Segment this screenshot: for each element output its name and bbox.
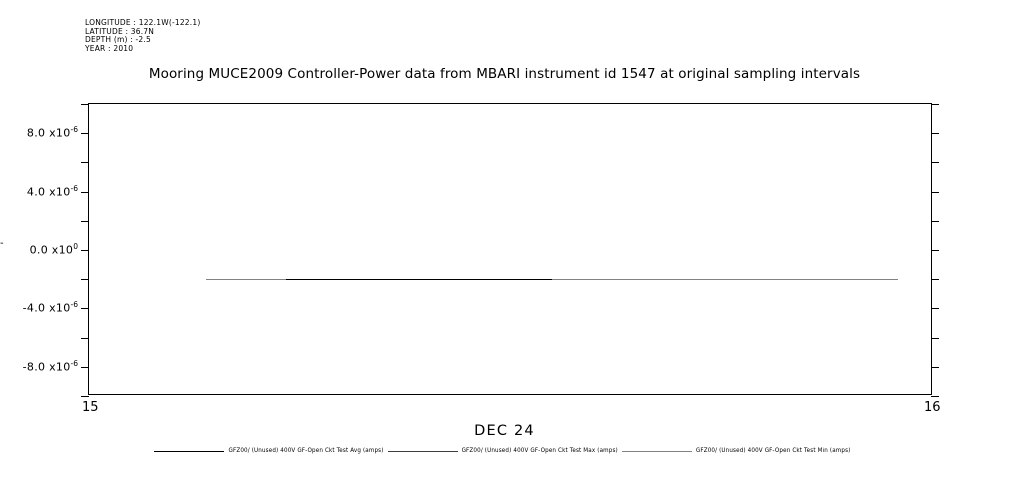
y-axis-tick-right <box>931 308 939 310</box>
x-axis-title: DEC 24 <box>474 423 535 439</box>
x-axis-tick-left: 15 <box>82 400 99 415</box>
y-axis-tick-left <box>81 396 89 397</box>
y-axis-tick-left <box>81 162 89 164</box>
chart-title: Mooring MUCE2009 Controller-Power data f… <box>148 66 861 82</box>
y-axis-tick-label: 0.0 x100 <box>29 241 78 257</box>
legend-max[interactable]: GFZ00/ (Unused) 400V GF-Open Ckt Test Ma… <box>387 447 622 455</box>
y-axis-tick-right <box>931 279 939 281</box>
y-axis-tick-left <box>81 279 89 281</box>
legend-label: GFZ00/ (Unused) 400V GF-Open Ckt Test Av… <box>228 447 384 455</box>
y-axis-tick-right <box>931 366 939 368</box>
data-series-line <box>285 279 552 281</box>
y-axis-tick-left <box>81 191 89 193</box>
y-axis-tick-right <box>931 337 939 339</box>
y-axis-tick-right <box>931 104 939 105</box>
y-axis-tick-label: -4.0 x10-6 <box>22 300 78 315</box>
metadata-latitude: LATITUDE : 36.7N <box>85 26 155 36</box>
y-tick-exponent: 0 <box>73 241 78 251</box>
y-axis-tick-left <box>81 220 89 222</box>
legend-color-swatch <box>621 450 692 452</box>
y-axis-tick-label: 8.0 x10-6 <box>26 125 78 140</box>
y-axis-tick-left <box>81 104 89 105</box>
y-axis-tick-right <box>931 162 939 164</box>
y-tick-mantissa: -8.0 x10 <box>22 360 71 374</box>
metadata-longitude: LONGITUDE : 122.1W(-122.1) <box>85 18 201 27</box>
metadata-depth: DEPTH (m) : -2.5 <box>85 35 151 45</box>
y-tick-exponent: -6 <box>70 183 78 193</box>
y-axis-label-stub: - <box>0 238 4 249</box>
legend-color-swatch <box>154 450 225 452</box>
y-tick-mantissa: 4.0 x10 <box>26 185 71 199</box>
chart-legend: GFZ00/ (Unused) 400V GF-Open Ckt Test Av… <box>0 448 1009 454</box>
y-axis-tick-right <box>931 191 939 193</box>
y-axis-tick-left <box>81 337 89 339</box>
legend-label: GFZ00/ (Unused) 400V GF-Open Ckt Test Ma… <box>461 447 618 455</box>
y-axis-tick-label: -8.0 x10-6 <box>22 358 78 374</box>
y-axis-tick-label: 4.0 x10-6 <box>26 183 78 199</box>
x-axis-tick-right: 16 <box>924 400 941 415</box>
y-tick-mantissa: 0.0 x10 <box>29 243 74 257</box>
legend-min[interactable]: GFZ00/ (Unused) 400V GF-Open Ckt Test Mi… <box>621 447 855 455</box>
y-tick-mantissa: -4.0 x10 <box>22 301 71 315</box>
y-tick-exponent: -6 <box>70 125 78 135</box>
plot-area: 8.0 x10-6 4.0 x10-6 0.0 x100 -4.0 x10-6 -8.0… <box>23 103 939 397</box>
y-axis-tick-right <box>931 133 939 135</box>
y-tick-exponent: -6 <box>70 358 78 368</box>
y-axis-tick-left <box>81 366 89 368</box>
y-axis-tick-right <box>931 250 939 251</box>
legend-color-swatch <box>387 450 458 452</box>
data-series-line <box>206 279 898 281</box>
legend-label: GFZ00/ (Unused) 400V GF-Open Ckt Test Mi… <box>695 447 851 455</box>
y-axis-tick-right <box>931 220 939 222</box>
y-axis-tick-left <box>81 250 89 251</box>
y-axis-tick-left <box>81 133 89 135</box>
metadata-year: YEAR : 2010 <box>85 43 134 53</box>
legend-avg[interactable]: GFZ00/ (Unused) 400V GF-Open Ckt Test Av… <box>154 448 387 454</box>
y-axis-tick-left <box>81 308 89 310</box>
metadata-block: LONGITUDE : 122.1W(-122.1) LATITUDE : 36… <box>85 18 201 53</box>
y-tick-exponent: -6 <box>70 300 78 310</box>
y-tick-mantissa: 8.0 x10 <box>26 126 71 140</box>
y-axis-tick-right <box>931 396 939 397</box>
